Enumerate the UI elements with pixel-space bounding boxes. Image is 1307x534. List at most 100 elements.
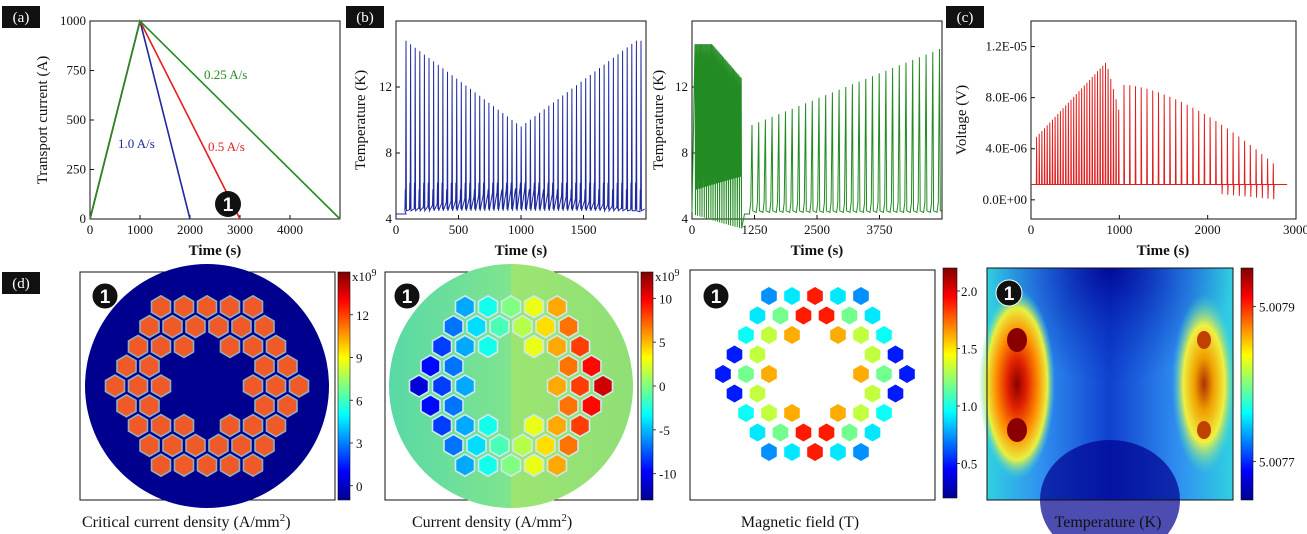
panel-c-ytick-label: 8.0E-06 bbox=[985, 90, 1027, 105]
panel-b-left-xticks: 0 500 1000 1500 bbox=[393, 215, 597, 237]
filament bbox=[818, 423, 835, 442]
filament bbox=[196, 294, 218, 319]
filament bbox=[738, 326, 754, 344]
heatmap-3-frame bbox=[689, 269, 936, 501]
heatmap-current-density: 1 10 5 0 -5 -10 x109 Current density (A/mm2) bbox=[384, 264, 680, 531]
colorbar-tick-label: 5 bbox=[659, 335, 666, 350]
filament bbox=[408, 374, 430, 398]
filament bbox=[162, 433, 183, 458]
filament bbox=[841, 306, 858, 325]
panel-b-left-ytick-label: 12 bbox=[379, 79, 392, 94]
filament bbox=[231, 314, 252, 339]
annotation-0-5: 0.5 A/s bbox=[208, 139, 245, 154]
marker-d1-text: 1 bbox=[100, 287, 111, 308]
filament bbox=[477, 413, 499, 438]
filament bbox=[784, 443, 800, 461]
filament bbox=[592, 374, 614, 398]
panel-b-right-ytick-label: 4 bbox=[682, 211, 689, 226]
panel-b-left: (b) 0 500 1000 1500 4 8 12 Time (s) Temperatu… bbox=[346, 6, 647, 259]
filament bbox=[277, 354, 298, 379]
filament bbox=[500, 294, 522, 319]
heatmap-4-frame bbox=[986, 267, 1234, 501]
panel-b-right-xticks: 0 1250 2500 3750 bbox=[689, 215, 893, 237]
filament bbox=[761, 404, 777, 422]
filament bbox=[173, 334, 195, 359]
filament bbox=[784, 326, 800, 344]
colorbar-1 bbox=[337, 271, 351, 501]
filament bbox=[242, 294, 264, 319]
filament bbox=[288, 374, 310, 398]
panel-b-left-xlabel: Time (s) bbox=[495, 243, 548, 259]
panel-b-left-ytick-label: 4 bbox=[386, 211, 393, 226]
panel-a-ylabel: Transport current (A) bbox=[35, 56, 51, 185]
filament bbox=[546, 294, 568, 319]
filament bbox=[546, 334, 568, 359]
filament bbox=[265, 413, 287, 438]
filament bbox=[477, 334, 499, 359]
filament bbox=[807, 287, 823, 305]
filament bbox=[443, 433, 464, 458]
filament bbox=[726, 384, 743, 403]
filament bbox=[489, 314, 510, 339]
filament bbox=[127, 413, 149, 438]
filament bbox=[454, 413, 476, 438]
filament bbox=[523, 453, 545, 478]
panel-b-right-xtick-label: 1250 bbox=[742, 222, 768, 237]
filament bbox=[420, 393, 441, 418]
annotation-1-0: 1.0 A/s bbox=[118, 136, 155, 151]
panel-c-label-bg bbox=[946, 6, 984, 28]
filament bbox=[546, 413, 568, 438]
filament bbox=[477, 294, 499, 319]
colorbar-tick-label: 12 bbox=[356, 308, 369, 323]
marker-a: 1 bbox=[215, 191, 241, 217]
panel-b-label: (b) bbox=[356, 10, 374, 26]
colorbar-tick-label: 9 bbox=[356, 351, 363, 366]
panel-a-ytick-label: 750 bbox=[67, 63, 87, 78]
panel-a-ytick-label: 250 bbox=[67, 162, 87, 177]
colorbar-tick-label: 5.0079 bbox=[1259, 300, 1295, 315]
filament bbox=[454, 453, 476, 478]
filament bbox=[116, 354, 137, 379]
filament bbox=[535, 433, 556, 458]
colorbar-tick-label: 6 bbox=[356, 393, 363, 408]
marker-d4: 1 bbox=[995, 279, 1023, 307]
marker-d1: 1 bbox=[91, 282, 119, 310]
caption-magnetic-field: Magnetic field (T) bbox=[741, 514, 859, 531]
filament bbox=[454, 374, 476, 398]
filament bbox=[523, 294, 545, 319]
panel-c-xtick-label: 3000 bbox=[1283, 222, 1307, 237]
panel-a-frame bbox=[89, 20, 341, 220]
colorbar-2-exponent: x109 bbox=[655, 268, 680, 284]
heatmap-critical-current: 1 0 3 6 9 12 x109 Critical current density (… bbox=[79, 264, 377, 531]
filament bbox=[254, 433, 275, 458]
marker-d2: 1 bbox=[393, 282, 421, 310]
panel-c-ylabel: Voltage (V) bbox=[954, 85, 970, 155]
panel-b-right-xlabel: Time (s) bbox=[791, 243, 844, 259]
filament bbox=[173, 453, 195, 478]
panel-b-left-xtick-label: 0 bbox=[393, 222, 400, 237]
filament bbox=[569, 413, 591, 438]
filament bbox=[150, 334, 172, 359]
filament bbox=[254, 314, 275, 339]
caption-temperature: Temperature (K) bbox=[1055, 514, 1162, 531]
panel-c-ytick-label: 1.2E-05 bbox=[985, 39, 1027, 54]
filament bbox=[150, 294, 172, 319]
filament bbox=[715, 365, 731, 383]
panel-b-left-yticks: 4 8 12 bbox=[379, 79, 400, 226]
panel-c-ytick-label: 4.0E-06 bbox=[985, 141, 1027, 156]
filament bbox=[535, 314, 556, 339]
filament bbox=[569, 334, 591, 359]
filament bbox=[795, 306, 812, 325]
filament bbox=[853, 287, 869, 305]
colorbar-tick-label: 1.5 bbox=[961, 342, 977, 357]
filament bbox=[569, 374, 591, 398]
panel-b-left-ytick-label: 8 bbox=[386, 145, 393, 160]
filament bbox=[277, 393, 298, 418]
filament bbox=[139, 393, 160, 418]
filament bbox=[749, 306, 766, 325]
filament bbox=[830, 404, 846, 422]
filament bbox=[818, 306, 835, 325]
filament bbox=[738, 404, 754, 422]
panel-b-right-series bbox=[691, 44, 942, 229]
filament bbox=[219, 413, 241, 438]
